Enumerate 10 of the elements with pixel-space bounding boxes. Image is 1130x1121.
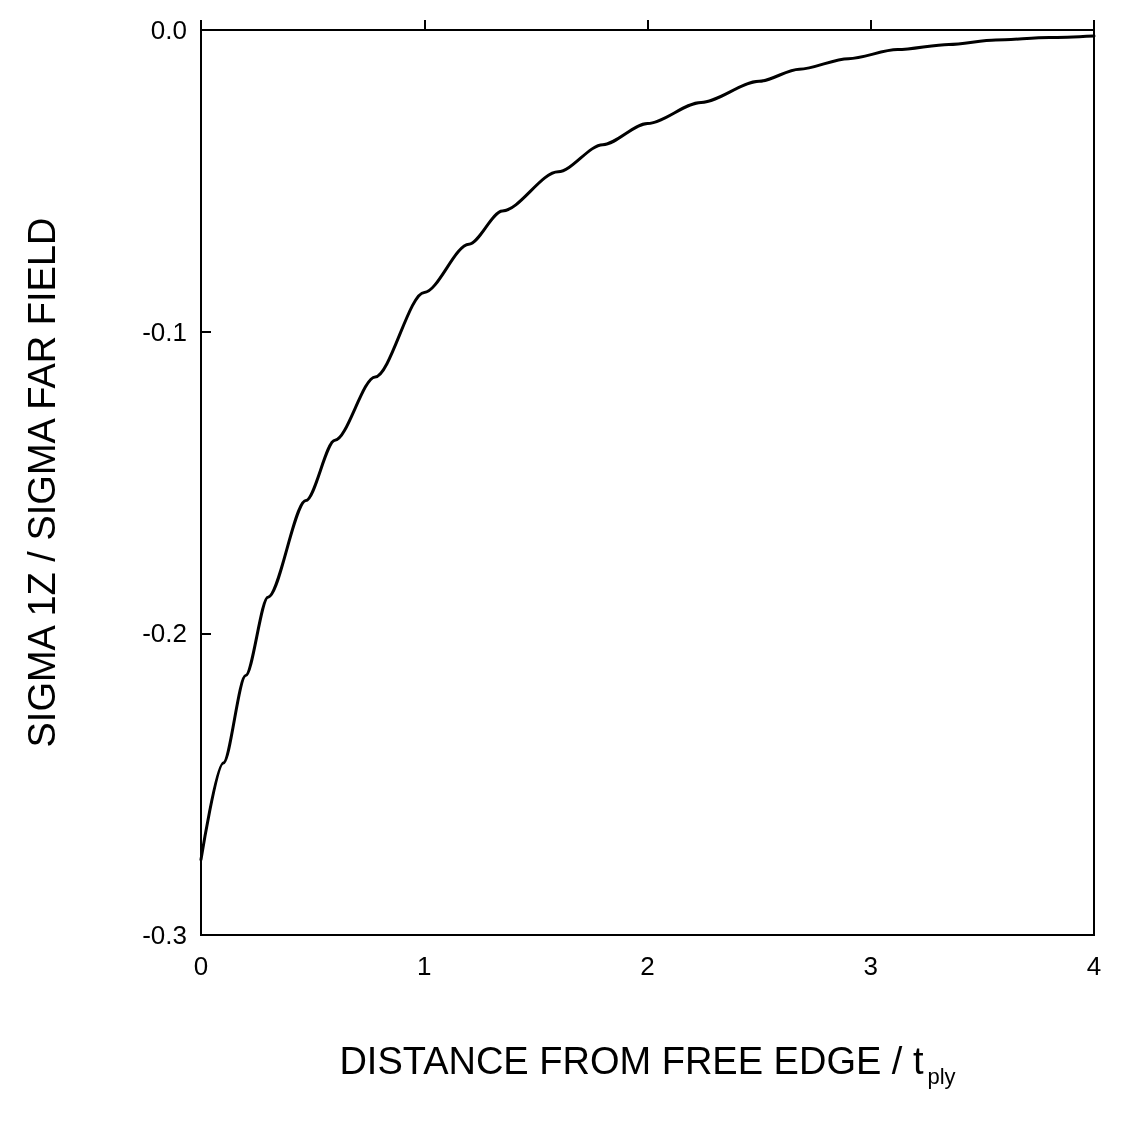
y-axis-title: SIGMA 1Z / SIGMA FAR FIELD xyxy=(21,217,63,748)
y-tick-label: 0.0 xyxy=(150,15,187,45)
x-tick-label: 1 xyxy=(417,951,432,981)
y-tick-label: -0.3 xyxy=(142,920,187,950)
x-tick-label: 3 xyxy=(863,951,878,981)
x-tick-label: 4 xyxy=(1086,951,1102,981)
y-tick-label: -0.1 xyxy=(142,316,187,347)
y-tick-label: -0.2 xyxy=(142,618,187,649)
x-tick-label: 2 xyxy=(640,951,655,981)
x-tick-label: 0 xyxy=(193,951,209,981)
